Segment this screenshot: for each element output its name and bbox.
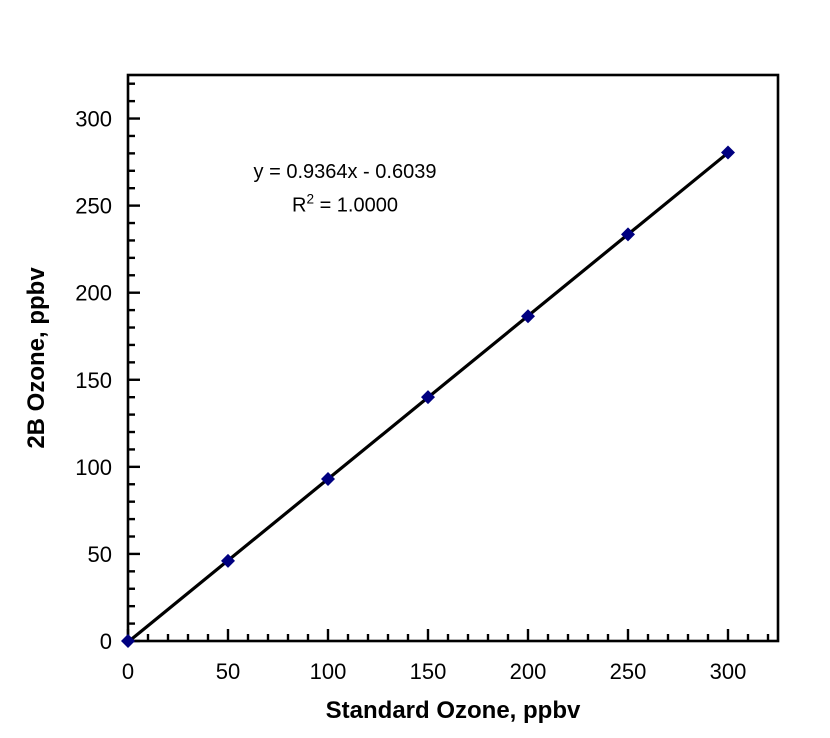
data-point-marker: [421, 390, 435, 405]
x-axis-title: Standard Ozone, ppbv: [326, 697, 581, 724]
data-point-marker: [321, 472, 335, 487]
x-axis-tick-label: 0: [122, 659, 134, 684]
x-axis-tick-label: 50: [216, 659, 240, 684]
x-axis-tick-label: 100: [310, 659, 347, 684]
data-point-marker: [521, 309, 535, 324]
x-axis-tick-label: 250: [610, 659, 647, 684]
data-point-marker: [121, 634, 135, 648]
data-point-marker: [221, 553, 235, 568]
y-axis-tick-label: 200: [75, 281, 112, 306]
y-axis-tick-label: 0: [100, 629, 112, 654]
y-axis-tick-label: 300: [75, 107, 112, 132]
plot-area-frame: [126, 73, 780, 643]
data-point-marker: [721, 145, 735, 160]
y-axis-tick-label: 50: [88, 542, 112, 567]
r-squared-annotation: R2 = 1.0000: [292, 192, 398, 217]
y-axis-tick-label: 250: [75, 194, 112, 219]
equation-annotation: y = 0.9364x - 0.6039: [254, 161, 437, 183]
y-axis-tick-label: 150: [75, 368, 112, 393]
y-axis-title: 2B Ozone, ppbv: [23, 267, 50, 449]
x-axis-tick-label: 300: [710, 659, 747, 684]
data-point-marker: [621, 227, 635, 242]
y-axis-tick-label: 100: [75, 455, 112, 480]
x-axis-tick-label: 150: [410, 659, 447, 684]
x-axis-tick-label: 200: [510, 659, 547, 684]
